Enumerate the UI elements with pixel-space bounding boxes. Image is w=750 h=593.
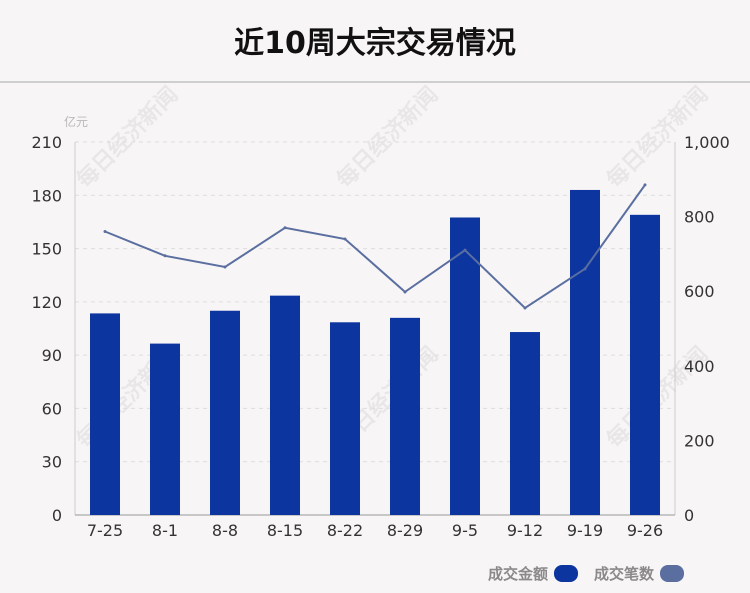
legend: 成交金额 成交笔数 — [472, 563, 684, 584]
y-right-tick-label: 0 — [684, 506, 694, 525]
x-tick-label: 8-29 — [387, 521, 423, 540]
y-right-tick-label: 600 — [684, 282, 715, 301]
x-tick-label: 8-15 — [267, 521, 303, 540]
bar — [390, 317, 420, 515]
line-point — [163, 254, 167, 258]
legend-swatch-count — [660, 565, 684, 582]
x-tick-label: 8-1 — [152, 521, 178, 540]
bar — [630, 214, 660, 516]
x-tick-label: 9-12 — [507, 521, 543, 540]
y-left-tick-label: 30 — [42, 453, 62, 472]
line-point — [523, 306, 527, 310]
bar — [510, 332, 540, 515]
line-point — [643, 183, 647, 187]
title-divider — [0, 81, 750, 83]
y-right-tick-label: 800 — [684, 208, 715, 227]
y-left-tick-label: 150 — [31, 240, 62, 259]
line-point — [103, 230, 107, 234]
line-point — [463, 248, 467, 252]
x-tick-label: 8-8 — [212, 521, 238, 540]
line-point — [583, 267, 587, 271]
legend-item-amount: 成交金额 — [488, 563, 578, 584]
x-tick-label: 7-25 — [87, 521, 123, 540]
y-right-tick-label: 400 — [684, 357, 715, 376]
line-point — [403, 290, 407, 294]
y-left-unit: 亿元 — [64, 114, 88, 129]
y-left-tick-label: 90 — [42, 346, 62, 365]
bar — [270, 295, 300, 515]
y-left-tick-label: 60 — [42, 399, 62, 418]
y-right-tick-label: 200 — [684, 431, 715, 450]
x-tick-label: 9-5 — [452, 521, 478, 540]
bar — [450, 217, 480, 515]
y-left-tick-label: 210 — [31, 133, 62, 152]
line-point — [223, 265, 227, 269]
bar — [570, 189, 600, 515]
line-point — [283, 226, 287, 230]
bar — [90, 313, 120, 515]
x-tick-label: 9-26 — [627, 521, 663, 540]
x-tick-label: 8-22 — [327, 521, 363, 540]
legend-swatch-amount — [553, 565, 578, 582]
line-series-count — [104, 184, 646, 310]
legend-label-amount: 成交金额 — [487, 565, 548, 583]
legend-label-count: 成交笔数 — [593, 565, 654, 583]
line-point — [343, 237, 347, 241]
bar — [210, 310, 240, 515]
y-left-tick-label: 120 — [31, 293, 62, 312]
y-left-tick-label: 0 — [52, 506, 62, 525]
x-tick-label: 9-19 — [567, 521, 603, 540]
chart-title: 近10周大宗交易情况 — [234, 26, 516, 61]
y-right-tick-label: 1,000 — [684, 133, 730, 152]
y-left-tick-label: 180 — [31, 186, 62, 205]
bar — [330, 322, 360, 515]
legend-item-count: 成交笔数 — [594, 563, 684, 584]
bar — [150, 343, 180, 515]
